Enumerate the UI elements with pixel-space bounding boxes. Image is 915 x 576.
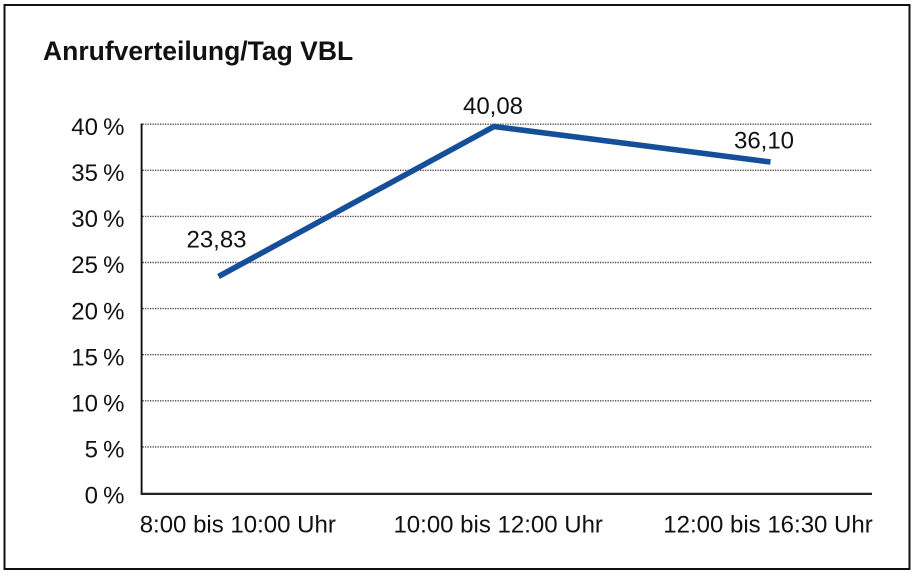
- svg-text:40,08: 40,08: [463, 93, 523, 120]
- svg-text:25 %: 25 %: [71, 252, 124, 279]
- svg-text:15 %: 15 %: [71, 344, 124, 371]
- svg-text:0 %: 0 %: [85, 483, 125, 510]
- svg-text:10:00 bis 12:00 Uhr: 10:00 bis 12:00 Uhr: [393, 511, 602, 538]
- svg-text:30 %: 30 %: [71, 206, 124, 233]
- svg-text:5 %: 5 %: [85, 437, 125, 464]
- svg-text:36,10: 36,10: [734, 127, 794, 154]
- svg-text:23,83: 23,83: [186, 227, 246, 254]
- svg-text:35 %: 35 %: [71, 160, 124, 187]
- svg-text:20 %: 20 %: [71, 298, 124, 325]
- svg-text:Anrufverteilung/Tag VBL: Anrufverteilung/Tag VBL: [43, 36, 353, 66]
- svg-text:40 %: 40 %: [71, 114, 124, 141]
- svg-text:8:00 bis 10:00 Uhr: 8:00 bis 10:00 Uhr: [140, 511, 336, 538]
- svg-text:10 %: 10 %: [71, 391, 124, 418]
- svg-text:12:00 bis 16:30 Uhr: 12:00 bis 16:30 Uhr: [663, 511, 872, 538]
